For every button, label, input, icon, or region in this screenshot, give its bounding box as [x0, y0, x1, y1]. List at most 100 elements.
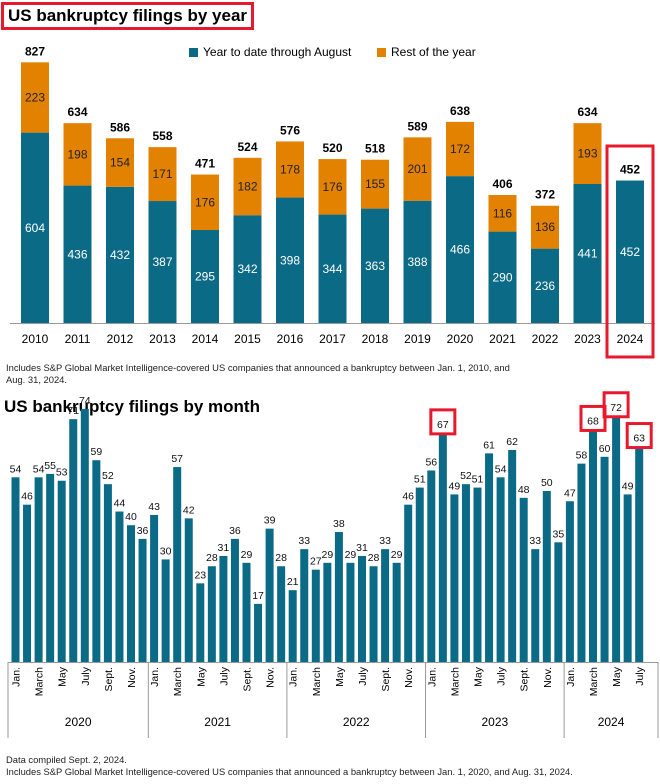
bar-month-2023-nov — [542, 491, 551, 662]
tick-year-2010: 2010 — [22, 332, 49, 346]
bar-month-2023-apr — [461, 484, 470, 662]
year-label-2020: 2020 — [65, 715, 92, 729]
bar-month-2022-mar — [311, 569, 320, 662]
yearly-chart-title: US bankruptcy filings by year — [1, 2, 255, 30]
bar-month-2021-feb — [161, 559, 170, 662]
legend-item-rest: Rest of the year — [377, 45, 476, 59]
label-ytd-2011: 436 — [67, 247, 87, 261]
label-rest-2014: 176 — [195, 195, 215, 209]
bar-month-2021-sep — [242, 562, 251, 662]
tick-month-2023-sep: Sept. — [519, 667, 531, 692]
label-total-2023: 634 — [577, 105, 597, 119]
legend-swatch-rest — [377, 47, 386, 57]
bar-month-2021-may — [196, 583, 205, 662]
label-month-2024-apr: 60 — [599, 443, 611, 455]
bar-ytd-2013 — [148, 201, 177, 323]
tick-year-2022: 2022 — [532, 332, 559, 346]
bar-month-2021-nov — [265, 528, 274, 662]
bar-ytd-2023 — [573, 183, 602, 323]
bar-month-2020-aug — [92, 460, 101, 662]
tick-month-2021-may: May — [195, 666, 207, 687]
label-ytd-2024: 452 — [620, 245, 640, 259]
bar-month-2020-feb — [23, 504, 32, 662]
label-month-2020-feb: 46 — [21, 491, 33, 503]
bar-rest-2017 — [318, 159, 347, 215]
tick-month-2020-sep: Sept. — [103, 667, 115, 692]
tick-month-2022-may: May — [334, 666, 346, 687]
label-month-2022-nov: 46 — [402, 491, 414, 503]
bar-month-2022-apr — [323, 562, 332, 662]
label-ytd-2022: 236 — [535, 279, 555, 293]
label-month-2020-oct: 44 — [114, 498, 126, 510]
bar-month-2021-jul — [219, 555, 228, 662]
bar-ytd-2024 — [616, 180, 644, 323]
label-month-2023-dec: 35 — [553, 528, 565, 540]
label-total-2013: 558 — [152, 129, 172, 143]
label-month-2023-may: 51 — [472, 474, 484, 486]
legend-label-ytd: Year to date through August — [203, 45, 352, 59]
label-month-2022-dec: 51 — [414, 474, 426, 486]
label-month-2021-mar: 57 — [171, 453, 183, 465]
label-total-2016: 576 — [280, 123, 300, 137]
bar-month-2023-jul — [496, 477, 505, 662]
monthly-chart-title: US bankruptcy filings by month — [4, 397, 260, 416]
tick-month-2021-mar: March — [172, 667, 184, 696]
label-ytd-2017: 344 — [322, 262, 342, 276]
bar-rest-2016 — [276, 141, 304, 198]
label-rest-2022: 136 — [535, 220, 555, 234]
tick-month-2024-mar: March — [588, 667, 600, 696]
tick-month-2022-mar: March — [311, 667, 323, 696]
bar-month-2024-may — [612, 415, 621, 662]
highlight-box-2023-feb — [429, 408, 457, 436]
bar-month-2023-oct — [531, 549, 540, 662]
bar-rest-2015 — [233, 157, 262, 216]
label-month-2021-nov: 39 — [264, 515, 276, 527]
bar-month-2021-oct — [254, 603, 263, 662]
label-month-2024-jun: 49 — [622, 480, 634, 492]
tick-month-2023-mar: March — [449, 667, 461, 696]
legend-swatch-ytd — [189, 47, 198, 57]
label-month-2020-apr: 55 — [44, 460, 56, 472]
bar-month-2023-may — [473, 487, 482, 662]
bar-ytd-2010 — [21, 132, 49, 323]
label-month-2021-oct: 17 — [252, 590, 264, 602]
tick-month-2023-jan: Jan. — [426, 667, 438, 687]
bar-month-2022-may — [334, 532, 343, 662]
tick-year-2019: 2019 — [404, 332, 431, 346]
label-month-2022-mar: 27 — [310, 556, 322, 568]
label-total-2024: 452 — [620, 163, 640, 177]
label-total-2011: 634 — [67, 105, 87, 119]
tick-year-2013: 2013 — [149, 332, 176, 346]
label-total-2021: 406 — [492, 177, 512, 191]
tick-month-2024-jul: July — [634, 666, 646, 685]
legend-item-ytd: Year to date through August — [189, 45, 351, 59]
bar-ytd-2020 — [446, 176, 474, 323]
label-ytd-2016: 398 — [280, 253, 300, 267]
tick-month-2022-sep: Sept. — [380, 667, 392, 692]
label-rest-2018: 155 — [365, 177, 385, 191]
label-month-2020-may: 53 — [56, 467, 68, 479]
label-month-2020-sep: 52 — [102, 470, 114, 482]
bar-month-2023-aug — [508, 449, 517, 662]
bar-month-2020-jan — [11, 477, 20, 662]
year-label-2021: 2021 — [204, 715, 231, 729]
label-month-2023-mar: 49 — [449, 480, 461, 492]
label-month-2022-feb: 33 — [298, 535, 310, 547]
label-month-2020-nov: 40 — [125, 511, 137, 523]
bar-rest-2022 — [531, 205, 559, 249]
label-ytd-2015: 342 — [237, 262, 257, 276]
label-total-2022: 372 — [535, 188, 555, 202]
bar-rest-2014 — [191, 174, 219, 231]
label-ytd-2021: 290 — [492, 270, 512, 284]
label-ytd-2018: 363 — [365, 259, 385, 273]
label-rest-2023: 193 — [577, 147, 597, 161]
bar-month-2021-dec — [277, 566, 286, 662]
tick-year-2021: 2021 — [489, 332, 516, 346]
label-ytd-2010: 604 — [25, 221, 45, 235]
bar-rest-2023 — [573, 123, 602, 184]
bar-rest-2018 — [361, 159, 389, 209]
year-label-2024: 2024 — [598, 715, 625, 729]
label-total-2015: 524 — [237, 140, 257, 154]
label-month-2020-jul: 74 — [79, 395, 91, 407]
